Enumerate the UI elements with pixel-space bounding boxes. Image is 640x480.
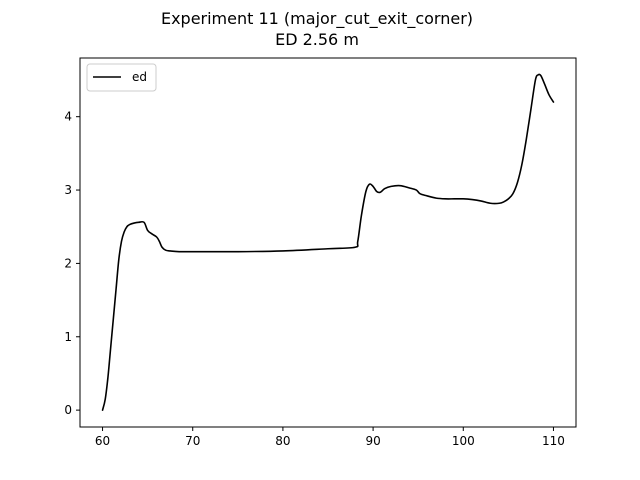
x-tick-label: 90 [365,434,380,448]
x-tick-label: 80 [275,434,290,448]
series-line-ed [101,73,555,411]
y-tick-label: 2 [64,256,72,270]
x-tick-label: 100 [452,434,475,448]
y-tick-label: 1 [64,330,72,344]
y-tick-label: 4 [64,110,72,124]
x-axis: 60 70 80 90 100 110 [95,427,565,448]
x-tick-label: 70 [185,434,200,448]
y-tick-label: 0 [64,403,72,417]
chart-title: Experiment 11 (major_cut_exit_corner) [161,9,473,29]
legend-label-ed: ed [132,70,147,84]
plot-area [80,58,576,427]
x-tick-label: 60 [95,434,110,448]
x-tick-label: 110 [542,434,565,448]
legend: ed [86,63,157,92]
chart-subtitle: ED 2.56 m [275,30,359,49]
y-tick-label: 3 [64,183,72,197]
y-axis: 0 1 2 3 4 [64,110,80,417]
legend-box [86,63,157,92]
plot-frame [79,57,577,428]
